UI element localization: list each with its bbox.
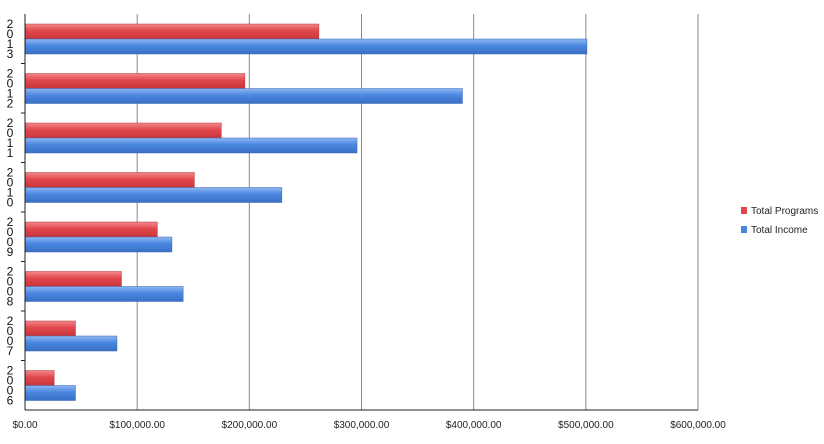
bar-total-income-2008: [25, 286, 184, 302]
bar-total-income-2007: [25, 335, 118, 352]
bar-total-programs-2013: [25, 23, 320, 40]
bar-total-income-2010: [25, 187, 283, 203]
bar-total-programs-2008: [25, 271, 122, 287]
bar-total-programs-2010: [25, 172, 195, 188]
gridlines: [136, 14, 699, 410]
legend-swatch-total-programs: [741, 207, 747, 214]
bar-total-programs-2009: [25, 221, 158, 238]
bar-total-programs-2006: [25, 370, 55, 386]
bars: [25, 23, 588, 401]
legend-swatch-total-income: [741, 226, 747, 233]
bar-total-income-2006: [25, 385, 76, 401]
legend-label: Total Income: [751, 225, 808, 236]
legend-label: Total Programs: [751, 206, 818, 217]
x-tick-label: $400,000.00: [446, 420, 502, 431]
bar-total-income-2012: [25, 88, 463, 104]
bar-total-programs-2012: [25, 73, 246, 89]
axes: $0.00 $100,000.00 $200,000.00 $300,000.00 $4…: [7, 14, 726, 431]
x-tick-label: $500,000.00: [558, 420, 614, 431]
bar-total-income-2011: [25, 137, 358, 154]
x-tick-label: $300,000.00: [334, 420, 390, 431]
x-tick-label: $200,000.00: [222, 420, 278, 431]
bar-total-programs-2011: [25, 122, 222, 139]
x-tick-label: $600,000.00: [670, 420, 726, 431]
bar-total-income-2013: [25, 38, 588, 55]
x-tick-label: $100,000.00: [109, 420, 165, 431]
bar-total-programs-2007: [25, 320, 76, 337]
legend: Total Programs Total Income: [741, 206, 818, 236]
bar-total-income-2009: [25, 236, 173, 253]
x-tick-label: $0.00: [12, 420, 37, 431]
